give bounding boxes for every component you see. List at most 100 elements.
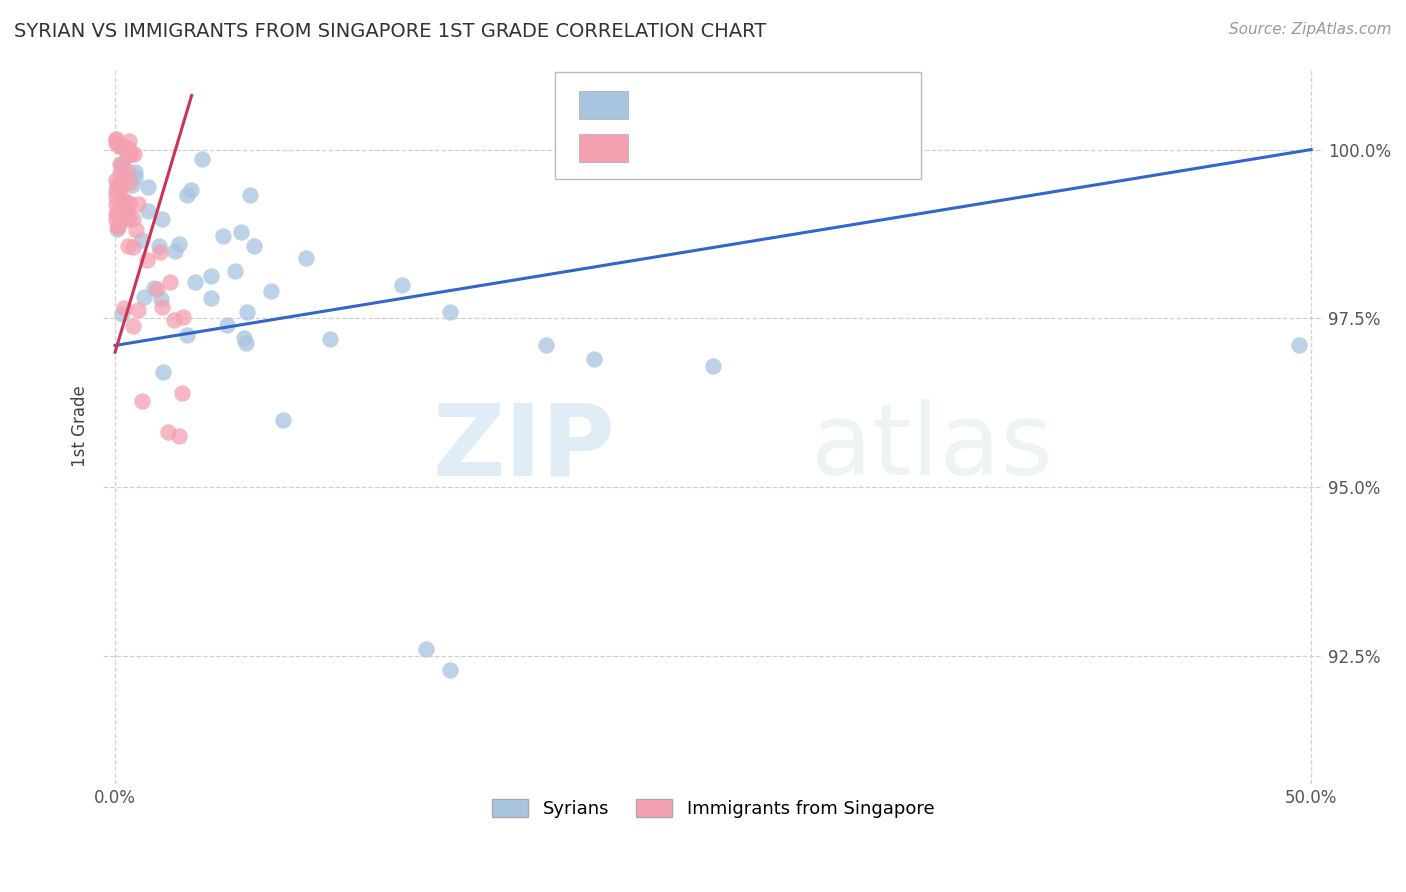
- Legend: Syrians, Immigrants from Singapore: Syrians, Immigrants from Singapore: [485, 792, 942, 825]
- Point: [110, 157, 132, 171]
- Point: [105, 132, 128, 146]
- Point: [150, 212, 173, 227]
- Point: [105, 208, 128, 222]
- Point: [172, 386, 194, 401]
- Point: [107, 220, 129, 235]
- Y-axis label: 1st Grade: 1st Grade: [72, 385, 89, 467]
- Point: [105, 172, 128, 186]
- Point: [235, 336, 257, 351]
- Point: [117, 239, 139, 253]
- Point: [122, 319, 145, 334]
- Point: [108, 166, 131, 180]
- Point: [114, 139, 136, 153]
- Point: [118, 212, 141, 227]
- Point: [152, 366, 174, 380]
- Point: [111, 195, 134, 210]
- Point: [439, 663, 461, 677]
- Point: [112, 301, 135, 315]
- Text: SYRIAN VS IMMIGRANTS FROM SINGAPORE 1ST GRADE CORRELATION CHART: SYRIAN VS IMMIGRANTS FROM SINGAPORE 1ST …: [14, 22, 766, 41]
- Point: [108, 194, 131, 208]
- Point: [105, 206, 128, 220]
- Point: [107, 222, 129, 236]
- Point: [127, 196, 149, 211]
- Point: [117, 211, 139, 225]
- Point: [105, 133, 128, 147]
- Point: [159, 275, 181, 289]
- Point: [118, 135, 141, 149]
- Text: atlas: atlas: [811, 400, 1052, 497]
- Point: [259, 285, 281, 299]
- Point: [111, 156, 134, 170]
- Point: [110, 175, 132, 189]
- Point: [105, 189, 128, 203]
- Point: [131, 393, 153, 408]
- Point: [169, 429, 191, 443]
- Point: [215, 318, 238, 332]
- Point: [131, 233, 153, 247]
- Point: [534, 338, 557, 352]
- Point: [117, 196, 139, 211]
- Point: [582, 351, 605, 366]
- Point: [224, 264, 246, 278]
- Point: [111, 192, 134, 206]
- Point: [271, 413, 294, 427]
- Point: [232, 330, 254, 344]
- Point: [107, 219, 129, 233]
- Point: [117, 141, 139, 155]
- FancyBboxPatch shape: [554, 72, 921, 179]
- Point: [156, 425, 179, 439]
- Text: Source: ZipAtlas.com: Source: ZipAtlas.com: [1229, 22, 1392, 37]
- Point: [146, 282, 169, 296]
- Point: [122, 147, 145, 161]
- Point: [107, 177, 129, 191]
- Point: [105, 136, 128, 150]
- Text: R = 0.588   N = 57: R = 0.588 N = 57: [640, 133, 810, 151]
- Point: [163, 244, 186, 258]
- Point: [439, 304, 461, 318]
- Point: [122, 239, 145, 253]
- Point: [183, 275, 205, 289]
- Point: [108, 139, 131, 153]
- Point: [121, 178, 143, 192]
- Point: [319, 332, 342, 346]
- Point: [124, 164, 146, 178]
- Point: [136, 204, 159, 219]
- Point: [163, 312, 186, 326]
- Point: [111, 139, 134, 153]
- Point: [136, 179, 159, 194]
- Point: [132, 290, 155, 304]
- Point: [115, 202, 138, 217]
- Point: [112, 141, 135, 155]
- Point: [150, 300, 173, 314]
- Point: [124, 169, 146, 184]
- Point: [107, 202, 129, 216]
- Point: [167, 236, 190, 251]
- Point: [295, 251, 318, 265]
- Point: [229, 226, 252, 240]
- Point: [243, 239, 266, 253]
- Point: [117, 176, 139, 190]
- Point: [110, 193, 132, 207]
- Point: [176, 188, 198, 202]
- Point: [1288, 338, 1310, 352]
- Point: [115, 163, 138, 178]
- Point: [176, 327, 198, 342]
- Point: [120, 147, 142, 161]
- Point: [118, 147, 141, 161]
- Point: [111, 175, 134, 189]
- Point: [105, 184, 128, 198]
- Point: [110, 159, 132, 173]
- Point: [415, 642, 437, 657]
- Text: ZIP: ZIP: [433, 400, 616, 497]
- Point: [391, 277, 413, 292]
- Point: [122, 212, 145, 227]
- Point: [117, 146, 139, 161]
- Point: [180, 183, 202, 197]
- Point: [105, 197, 128, 211]
- Point: [108, 183, 131, 197]
- Point: [135, 252, 157, 267]
- Bar: [579, 135, 627, 161]
- Point: [114, 200, 136, 214]
- Point: [127, 302, 149, 317]
- Point: [110, 194, 132, 209]
